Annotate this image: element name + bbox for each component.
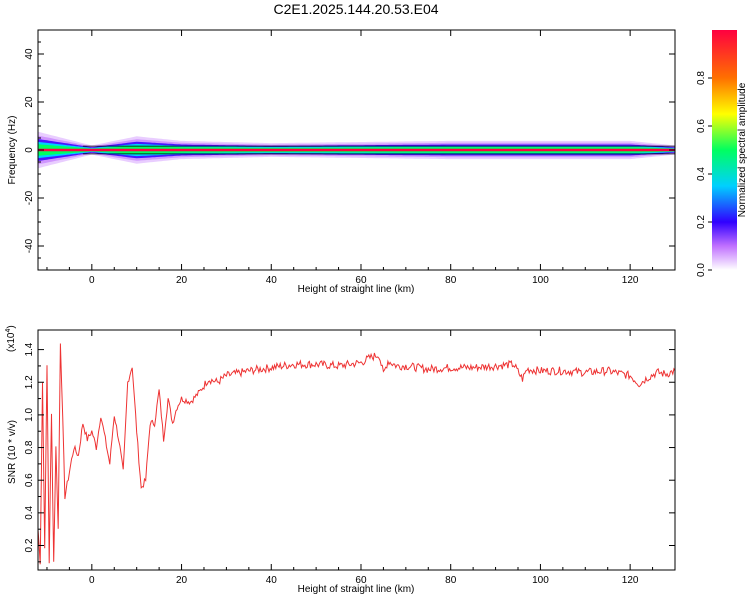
- colorbar-tick-label: 0.6: [696, 119, 707, 133]
- snr-ytick-label: 1.0: [24, 408, 35, 422]
- heatmap-xtick-label: 120: [622, 275, 639, 286]
- snr-ylabel: SNR (10 * v/v): [7, 420, 18, 484]
- figure-title: C2E1.2025.144.20.53.E04: [273, 1, 438, 17]
- snr-ytick-label: 0.4: [24, 505, 35, 519]
- snr-xtick-label: 40: [266, 575, 278, 586]
- snr-ytick-label: 1.2: [24, 375, 35, 389]
- snr-ticks: 0 20 40 60 80 100 120 0.2 0.4 0.6 0.8 1.0 1.2 1.4: [24, 330, 676, 586]
- snr-xtick-label: 60: [355, 575, 367, 586]
- snr-multiplier-base: (x10: [6, 332, 17, 352]
- heatmap-panel: 0 20 40 60 80 100 120 -40 -20 0 20 40 Height of str…: [7, 29, 676, 295]
- colorbar-gradient: [712, 30, 737, 270]
- colorbar-label: Normalized spectral amplitude: [737, 82, 748, 217]
- snr-series-group: [37, 343, 676, 565]
- heatmap-band: [38, 131, 675, 169]
- snr-ytick-label: 0.2: [24, 538, 35, 552]
- snr-panel: 0 20 40 60 80 100 120 0.2 0.4 0.6 0.8 1.0 1.2 1.4 Hei…: [5, 325, 676, 595]
- heatmap-xlabel: Height of straight line (km): [298, 284, 415, 295]
- colorbar-tick-label: 0.2: [696, 215, 707, 229]
- snr-xtick-label: 120: [622, 575, 639, 586]
- snr-xtick-label: 100: [532, 575, 549, 586]
- snr-ytick-label: 1.4: [24, 342, 35, 356]
- snr-xtick-label: 20: [176, 575, 188, 586]
- colorbar-ticks: 0.0 0.2 0.4 0.6 0.8: [696, 71, 712, 277]
- heatmap-xtick-label: 40: [266, 275, 278, 286]
- snr-multiplier-exp: 4: [5, 329, 12, 333]
- heatmap-ytick-label: -40: [24, 238, 35, 253]
- colorbar-tick-label: 0.8: [696, 71, 707, 85]
- heatmap-ytick-label: 20: [24, 96, 35, 108]
- snr-xtick-label: 0: [89, 575, 95, 586]
- colorbar-tick-label: 0.4: [696, 167, 707, 181]
- heatmap-ticks: 0 20 40 60 80 100 120 -40 -20 0 20 40: [24, 29, 676, 286]
- snr-xlabel: Height of straight line (km): [298, 584, 415, 595]
- snr-ytick-label: 0.8: [24, 440, 35, 454]
- snr-xtick-label: 80: [445, 575, 457, 586]
- heatmap-xtick-label: 100: [532, 275, 549, 286]
- heatmap-xtick-label: 20: [176, 275, 188, 286]
- svg-text:(x104): (x104): [5, 325, 17, 352]
- heatmap-xtick-label: 60: [355, 275, 367, 286]
- colorbar: 0.0 0.2 0.4 0.6 0.8 Normalized spectral ampl…: [696, 30, 748, 277]
- heatmap-ytick-label: -20: [24, 190, 35, 205]
- heatmap-ytick-label: 0: [24, 147, 35, 153]
- snr-plot-frame: [37, 329, 676, 571]
- colorbar-tick-label: 0.0: [696, 263, 707, 277]
- heatmap-xtick-label: 80: [445, 275, 457, 286]
- snr-multiplier: (x104): [5, 325, 17, 352]
- heatmap-ylabel: Frequency (Hz): [7, 116, 18, 185]
- snr-series-line-0: [37, 343, 676, 565]
- heatmap-xtick-label: 0: [89, 275, 95, 286]
- snr-ytick-label: 0.6: [24, 473, 35, 487]
- heatmap-ytick-label: 40: [24, 48, 35, 60]
